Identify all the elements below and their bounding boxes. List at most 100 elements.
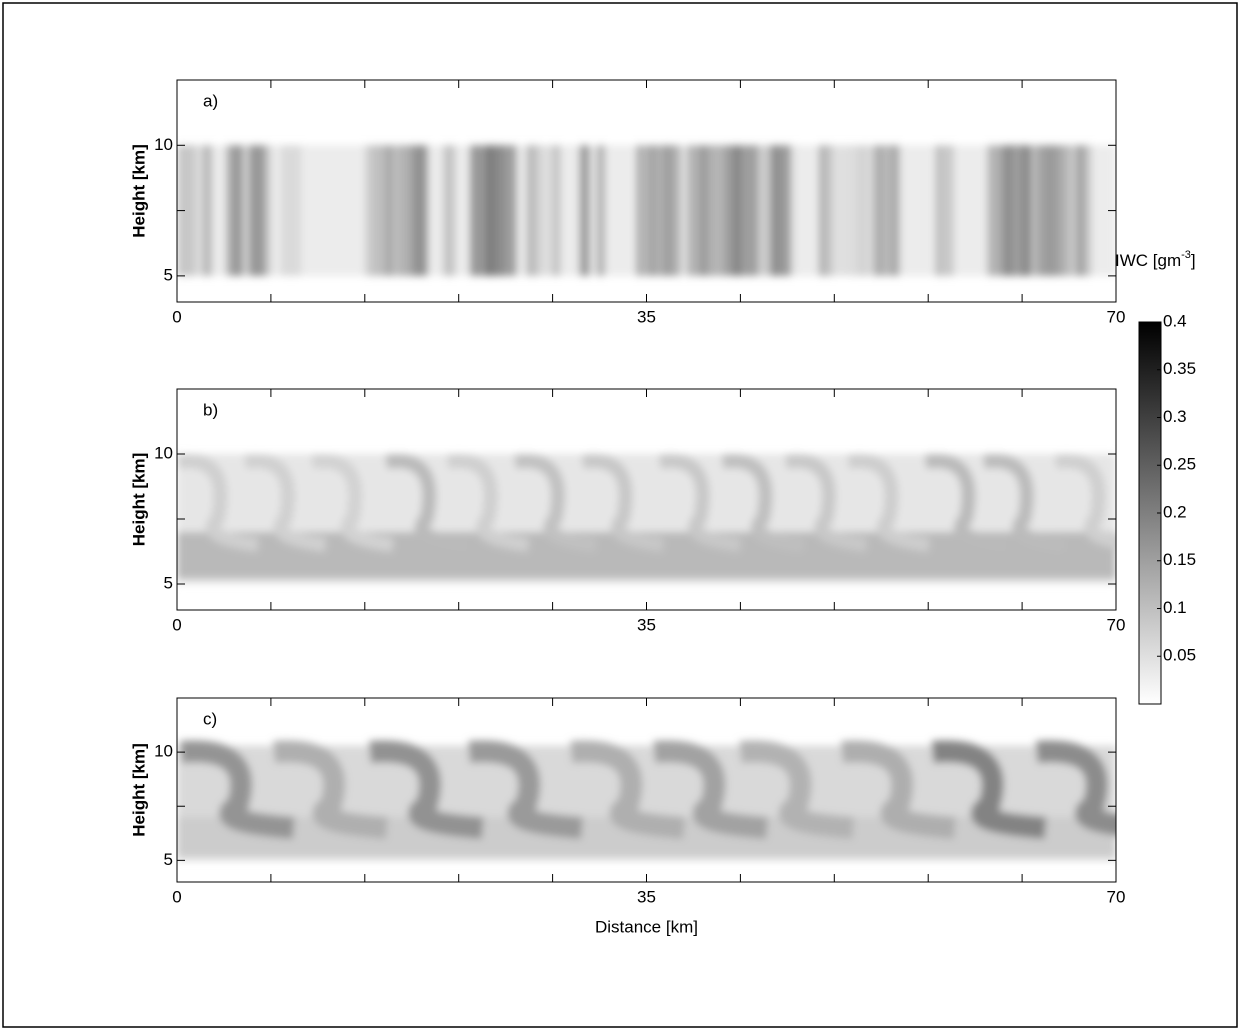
field-wave xyxy=(468,740,583,839)
field-wave xyxy=(931,740,1047,839)
colorbar-tick-label: 0.05 xyxy=(1163,646,1196,665)
field-texture xyxy=(177,740,1116,861)
field-wave xyxy=(311,453,394,552)
field-column xyxy=(226,145,245,276)
colorbar-label-end: ] xyxy=(1191,251,1196,270)
field-column xyxy=(398,145,415,276)
field-column xyxy=(733,145,742,276)
field-column xyxy=(822,145,844,276)
field-wave xyxy=(570,740,685,839)
field-wave xyxy=(244,453,327,552)
x-tick-label: 0 xyxy=(172,615,181,634)
field-wave xyxy=(368,740,484,839)
field-wave xyxy=(177,453,259,552)
field-column xyxy=(280,145,302,276)
field-column xyxy=(528,145,549,276)
field-blur xyxy=(177,145,1116,276)
field-column xyxy=(579,145,591,276)
field-column xyxy=(1036,145,1058,276)
field-wave xyxy=(784,453,868,552)
field-column xyxy=(987,145,1004,276)
field-column xyxy=(386,145,396,276)
colorbar-tick-label: 0.4 xyxy=(1163,311,1187,330)
x-tick-label: 35 xyxy=(637,615,656,634)
x-tick-label: 0 xyxy=(172,887,181,906)
field-column xyxy=(943,145,954,276)
field-wave xyxy=(847,453,930,552)
panel-label: c) xyxy=(203,709,217,728)
field-column xyxy=(741,145,759,276)
field-wave xyxy=(273,740,388,839)
field-wave xyxy=(180,740,295,839)
y-axis-label: Height [km] xyxy=(129,743,148,837)
field-wave xyxy=(721,453,805,552)
y-tick-label: 10 xyxy=(154,135,173,154)
field-column xyxy=(469,145,492,276)
colorbar-tick-label: 0.1 xyxy=(1163,598,1187,617)
field-column xyxy=(367,145,385,276)
field-wave xyxy=(1035,740,1116,836)
field-wave xyxy=(446,453,530,552)
colorbar-tick-label: 0.3 xyxy=(1163,407,1187,426)
field-column xyxy=(644,145,660,276)
field-wave xyxy=(514,453,597,552)
field-wave xyxy=(658,453,742,552)
field-wave xyxy=(982,453,1066,552)
x-tick-label: 35 xyxy=(637,887,656,906)
colorbar-tick-label: 0.15 xyxy=(1163,550,1196,569)
field-column xyxy=(1077,145,1084,276)
field-blur xyxy=(177,740,1116,861)
y-tick-label: 5 xyxy=(164,265,173,284)
field-column xyxy=(1009,145,1025,276)
panel-label: b) xyxy=(203,400,218,419)
x-axis-label: Distance [km] xyxy=(595,917,698,936)
y-tick-label: 10 xyxy=(154,443,173,462)
field-column xyxy=(872,145,887,276)
field-column xyxy=(201,145,213,276)
field-wave xyxy=(581,453,665,552)
field-wave xyxy=(841,740,956,839)
panel-label: a) xyxy=(203,91,218,110)
y-axis-label: Height [km] xyxy=(129,453,148,547)
field-column xyxy=(178,145,195,276)
field-column xyxy=(666,145,682,276)
colorbar-tick-label: 0.35 xyxy=(1163,359,1196,378)
colorbar-label: IWC [gm-3] xyxy=(1115,249,1196,271)
field-texture xyxy=(177,453,1116,584)
field-column xyxy=(686,145,704,276)
field-blur xyxy=(177,453,1116,584)
x-tick-label: 0 xyxy=(172,307,181,326)
field-wave xyxy=(739,740,855,839)
field-column xyxy=(443,145,456,276)
field-column xyxy=(596,145,606,276)
colorbar-label-superscript: -3 xyxy=(1181,249,1191,261)
field-column xyxy=(707,145,725,276)
field-wave xyxy=(1054,453,1116,549)
y-axis-label: Height [km] xyxy=(129,144,148,238)
y-tick-label: 5 xyxy=(164,573,173,592)
field-column xyxy=(247,145,267,276)
field-column xyxy=(1022,145,1032,276)
colorbar-tick-label: 0.25 xyxy=(1163,455,1196,474)
field-wave xyxy=(924,453,1008,552)
field-column xyxy=(887,145,900,276)
field-wave xyxy=(653,740,768,839)
field-column xyxy=(770,145,791,276)
field-column xyxy=(1001,145,1009,276)
field-column xyxy=(1065,145,1079,276)
x-tick-label: 70 xyxy=(1107,307,1126,326)
colorbar-label-text: IWC [gm xyxy=(1115,251,1181,270)
x-tick-label: 70 xyxy=(1107,887,1126,906)
field-texture xyxy=(177,145,1116,276)
x-tick-label: 35 xyxy=(637,307,656,326)
field-column xyxy=(857,145,871,276)
y-tick-label: 10 xyxy=(154,742,173,761)
field-wave xyxy=(385,453,468,552)
field-column xyxy=(551,145,561,276)
field-column xyxy=(636,145,643,276)
x-tick-label: 70 xyxy=(1107,615,1126,634)
y-tick-label: 5 xyxy=(164,850,173,869)
